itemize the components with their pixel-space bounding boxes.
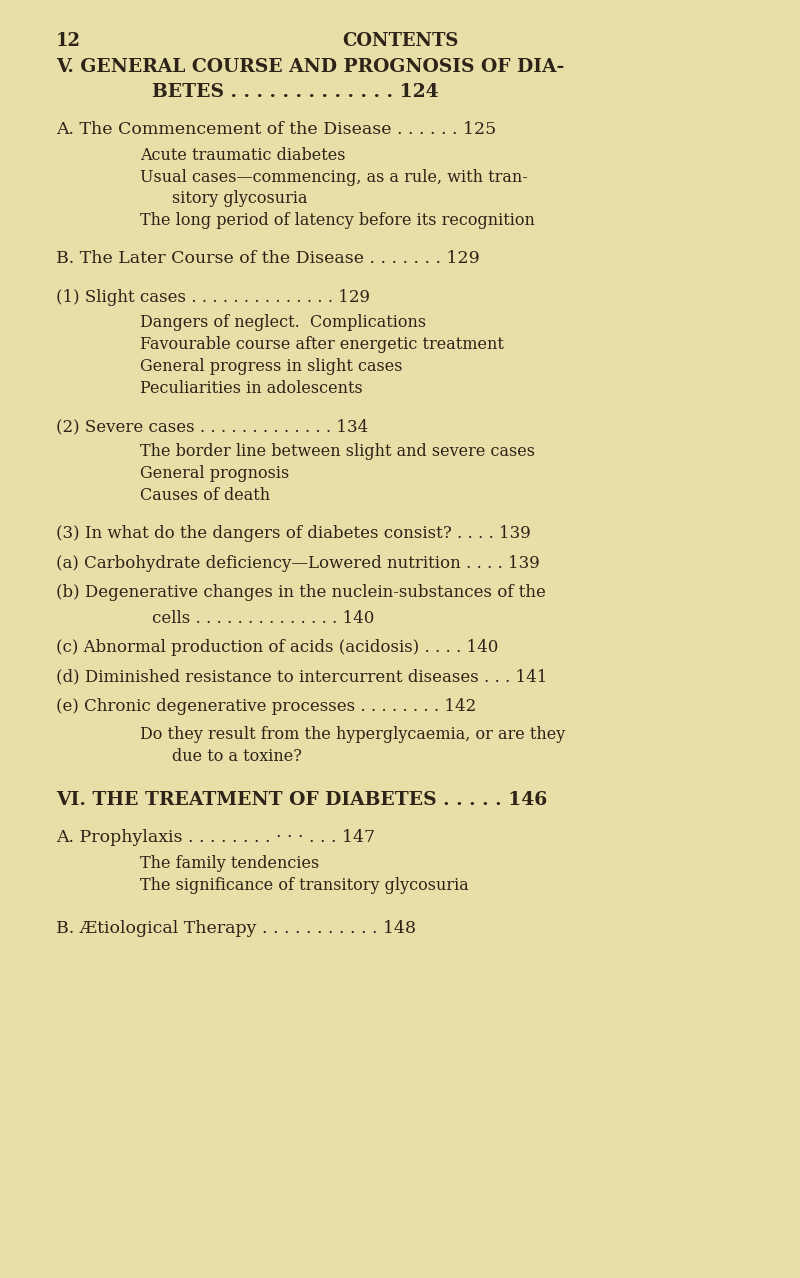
Text: BETES . . . . . . . . . . . . . 124: BETES . . . . . . . . . . . . . 124 (152, 83, 438, 101)
Text: (3) In what do the dangers of diabetes consist? . . . . 139: (3) In what do the dangers of diabetes c… (56, 525, 530, 542)
Text: B. The Later Course of the Disease . . . . . . . 129: B. The Later Course of the Disease . . .… (56, 250, 480, 267)
Text: General progress in slight cases: General progress in slight cases (140, 358, 402, 374)
Text: (c) Abnormal production of acids (acidosis) . . . . 140: (c) Abnormal production of acids (acidos… (56, 639, 498, 656)
Text: Peculiarities in adolescents: Peculiarities in adolescents (140, 380, 362, 396)
Text: due to a toxine?: due to a toxine? (172, 748, 302, 764)
Text: Usual cases—commencing, as a rule, with tran-: Usual cases—commencing, as a rule, with … (140, 169, 528, 185)
Text: (1) Slight cases . . . . . . . . . . . . . . 129: (1) Slight cases . . . . . . . . . . . .… (56, 289, 370, 305)
Text: V. GENERAL COURSE AND PROGNOSIS OF DIA-: V. GENERAL COURSE AND PROGNOSIS OF DIA- (56, 58, 564, 75)
Text: (e) Chronic degenerative processes . . . . . . . . 142: (e) Chronic degenerative processes . . .… (56, 698, 476, 714)
Text: A. Prophylaxis . . . . . . . . · · · . . . 147: A. Prophylaxis . . . . . . . . · · · . .… (56, 829, 375, 846)
Text: Do they result from the hyperglycaemia, or are they: Do they result from the hyperglycaemia, … (140, 726, 566, 743)
Text: A. The Commencement of the Disease . . . . . . 125: A. The Commencement of the Disease . . .… (56, 121, 496, 138)
Text: The border line between slight and severe cases: The border line between slight and sever… (140, 443, 535, 460)
Text: (d) Diminished resistance to intercurrent diseases . . . 141: (d) Diminished resistance to intercurren… (56, 668, 547, 685)
Text: (2) Severe cases . . . . . . . . . . . . . 134: (2) Severe cases . . . . . . . . . . . .… (56, 418, 368, 435)
Text: sitory glycosuria: sitory glycosuria (172, 190, 307, 207)
Text: cells . . . . . . . . . . . . . . 140: cells . . . . . . . . . . . . . . 140 (152, 610, 374, 626)
Text: Causes of death: Causes of death (140, 487, 270, 504)
Text: VI. THE TREATMENT OF DIABETES . . . . . 146: VI. THE TREATMENT OF DIABETES . . . . . … (56, 791, 547, 809)
Text: (b) Degenerative changes in the nuclein-substances of the: (b) Degenerative changes in the nuclein-… (56, 584, 546, 601)
Text: Acute traumatic diabetes: Acute traumatic diabetes (140, 147, 346, 164)
Text: General prognosis: General prognosis (140, 465, 290, 482)
Text: (a) Carbohydrate deficiency—Lowered nutrition . . . . 139: (a) Carbohydrate deficiency—Lowered nutr… (56, 555, 540, 571)
Text: The significance of transitory glycosuria: The significance of transitory glycosuri… (140, 877, 469, 893)
Text: CONTENTS: CONTENTS (342, 32, 458, 50)
Text: Favourable course after energetic treatment: Favourable course after energetic treatm… (140, 336, 504, 353)
Text: The family tendencies: The family tendencies (140, 855, 319, 872)
Text: Dangers of neglect.  Complications: Dangers of neglect. Complications (140, 314, 426, 331)
Text: 12: 12 (56, 32, 81, 50)
Text: The long period of latency before its recognition: The long period of latency before its re… (140, 212, 535, 229)
Text: B. Ætiological Therapy . . . . . . . . . . . 148: B. Ætiological Therapy . . . . . . . . .… (56, 920, 416, 937)
